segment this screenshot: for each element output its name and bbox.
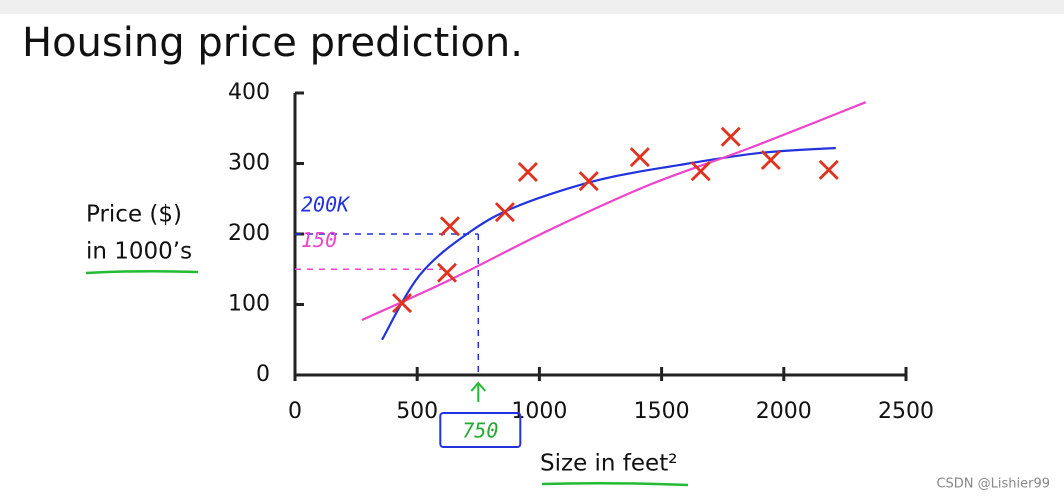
watermark: CSDN @Lishier99 [936, 477, 1050, 492]
data-point [720, 126, 741, 147]
fit-line [381, 146, 836, 341]
x-axis-label: Size in feet² [540, 451, 677, 477]
y-axis-label: Price ($) [86, 202, 182, 228]
data-point [629, 147, 650, 168]
underline [85, 269, 199, 275]
x-tick-label: 0 [288, 399, 302, 424]
data-point [439, 216, 460, 237]
data-point [690, 161, 711, 182]
y-tick-label: 300 [228, 151, 270, 176]
x-tick-label: 500 [396, 399, 438, 424]
annotation-box [439, 412, 522, 448]
y-tick-label: 0 [256, 362, 270, 387]
x-tick-label: 2500 [878, 399, 934, 424]
fit-line [361, 101, 867, 322]
underline [541, 481, 689, 487]
y-axis-label: in 1000’s [86, 239, 192, 265]
arrow [470, 381, 487, 402]
y-tick-label: 400 [228, 80, 270, 105]
x-tick-label: 2000 [756, 399, 812, 424]
y-tick-label: 200 [228, 221, 270, 246]
data-point [437, 262, 458, 283]
x-tick-label: 1500 [634, 399, 690, 424]
annotation: 150 [301, 228, 337, 252]
annotation: 750 [462, 419, 498, 443]
data-point [517, 161, 538, 182]
data-point [818, 159, 839, 180]
chart-title: Housing price prediction. [22, 20, 523, 66]
top-band [0, 0, 1064, 14]
annotation: 200K [301, 193, 351, 217]
data-point [578, 171, 599, 192]
data-point [494, 202, 515, 223]
data-point [760, 149, 781, 170]
data-point [392, 293, 413, 314]
y-tick-label: 100 [228, 292, 270, 317]
